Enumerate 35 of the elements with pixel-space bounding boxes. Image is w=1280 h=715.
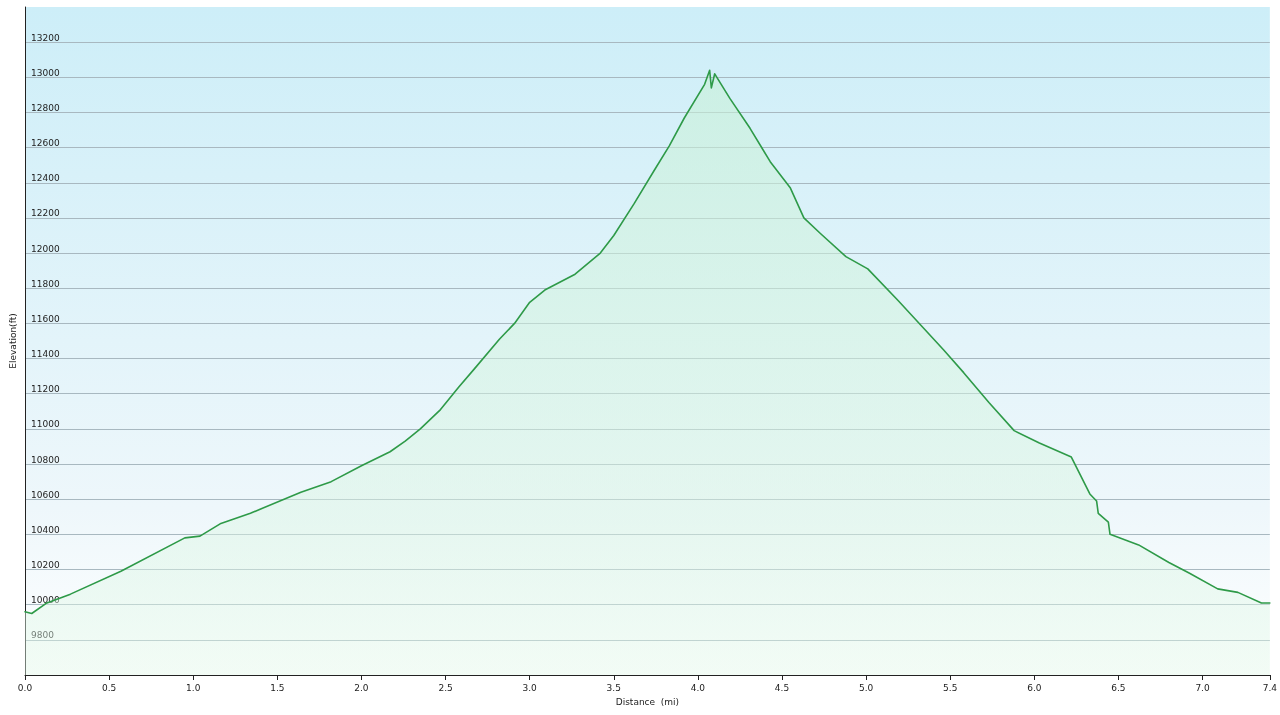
x-tick-label: 4.5 [774,682,790,693]
x-tick-label: 1.0 [186,682,201,693]
y-axis-title: Elevation(ft) [7,313,18,369]
x-tick-label: 1.5 [270,682,285,693]
y-tick-label: 12600 [31,138,60,149]
y-tick-label: 11800 [31,278,60,289]
y-tick-label: 12200 [31,208,60,219]
x-tick-label: 5.0 [858,682,874,693]
y-tick-label: 12000 [31,243,60,254]
y-tick-label: 13200 [31,32,60,43]
y-tick-label: 12800 [31,102,60,113]
x-tick-label: 0.5 [101,682,117,693]
x-tick-label: 7.0 [1195,682,1210,693]
x-tick-label: 2.5 [438,682,453,693]
x-tick-label: 6.5 [1111,682,1126,693]
x-tick-label: 6.0 [1027,682,1042,693]
y-tick-label: 13000 [31,67,60,78]
x-tick-label: 2.0 [354,682,369,693]
x-tick-label: 5.5 [943,682,958,693]
y-tick-label: 12400 [31,173,60,184]
x-tick-label: 7.4 [1262,682,1278,693]
x-tick-label: 3.0 [522,682,538,693]
y-tick-label: 11600 [31,313,60,324]
x-tick-label: 4.0 [690,682,706,693]
x-tick-label: 3.5 [606,682,621,693]
x-tick-label: 0.0 [17,682,33,693]
x-axis-title: Distance (mi) [615,696,680,707]
y-tick-label: 10600 [31,489,60,500]
y-tick-label: 11200 [31,384,60,395]
y-tick-label: 11000 [31,419,60,430]
y-tick-label: 10400 [31,524,60,535]
y-tick-label: 9800 [31,630,55,641]
y-tick-label: 10200 [31,560,60,571]
y-tick-label: 11400 [31,349,60,360]
y-tick-label: 10800 [31,454,60,465]
